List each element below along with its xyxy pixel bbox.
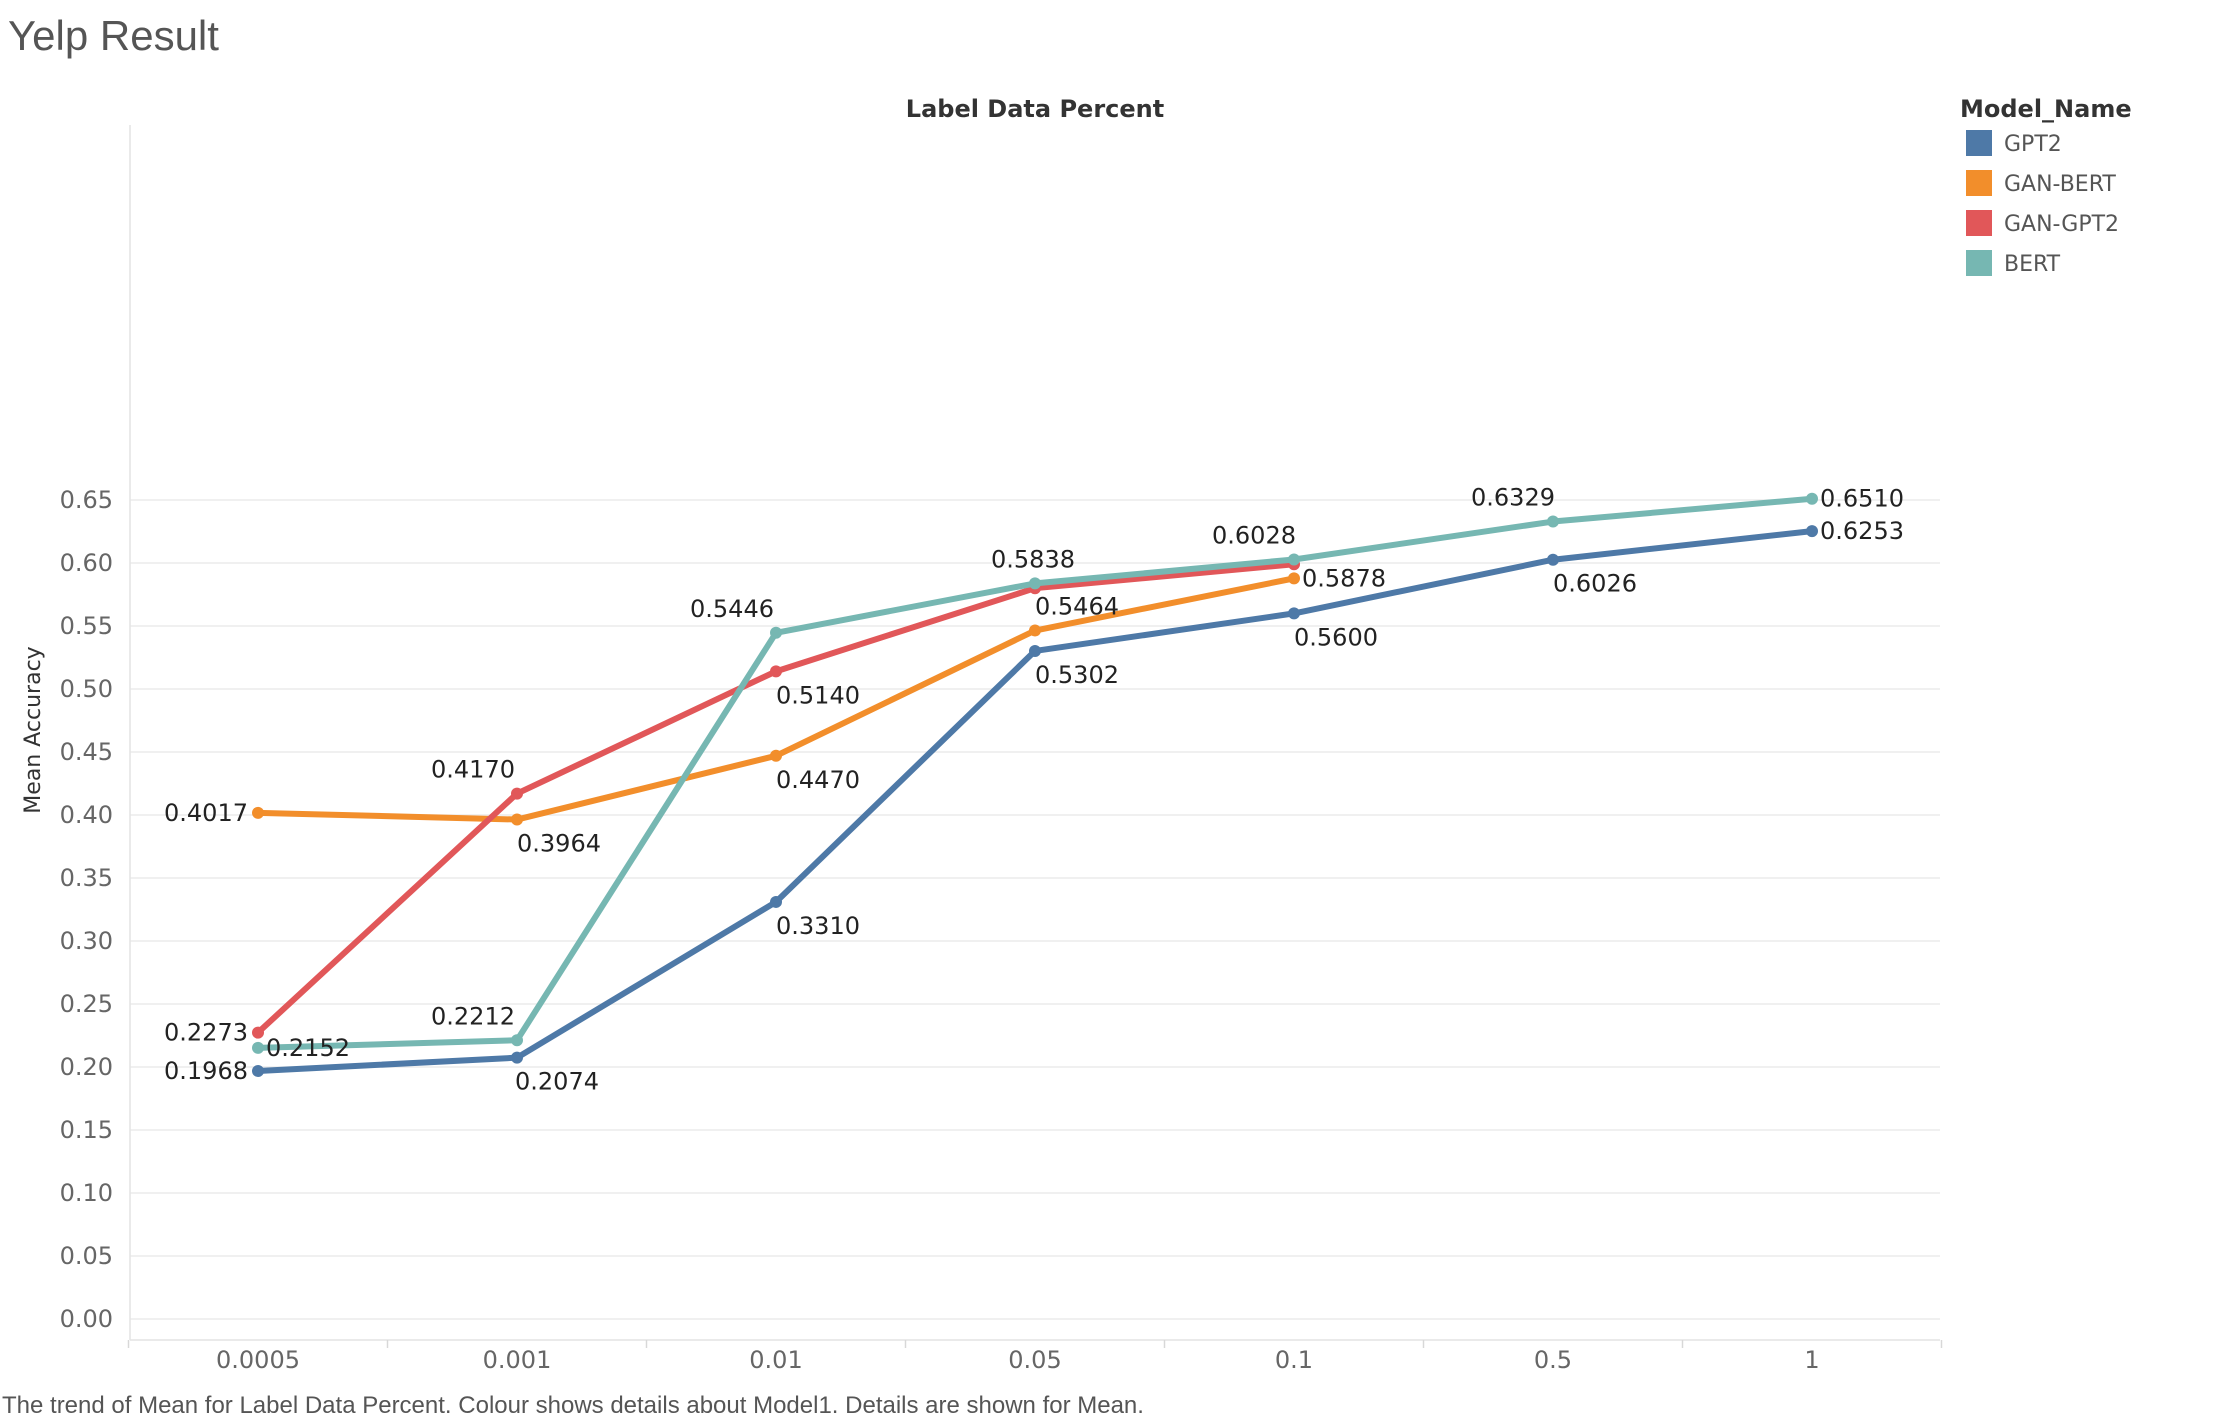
y-tick-label: 0.50	[60, 675, 113, 703]
data-label: 0.5600	[1294, 623, 1378, 651]
y-tick-label: 0.45	[60, 738, 113, 766]
legend-swatch[interactable]	[1966, 210, 1992, 236]
data-label: 0.6253	[1820, 517, 1904, 545]
data-point-gan-bert	[511, 813, 523, 826]
data-point-gpt2	[1029, 644, 1041, 657]
legend-swatch[interactable]	[1966, 250, 1992, 276]
data-point-gan-bert	[252, 806, 264, 819]
data-label: 0.5302	[1035, 661, 1119, 689]
legend-swatch[interactable]	[1966, 170, 1992, 196]
y-tick-label: 0.30	[60, 927, 113, 955]
data-point-gpt2	[511, 1051, 523, 1064]
data-point-bert	[1288, 553, 1300, 566]
data-label: 0.6329	[1471, 484, 1555, 512]
data-labels: 0.1968 0.2074 0.3310 0.5302 0.5600 0.6026 0.62…	[164, 484, 1904, 1096]
legend-item-label[interactable]: GAN-GPT2	[2004, 212, 2119, 237]
data-label: 0.5838	[991, 545, 1075, 573]
data-label: 0.5140	[776, 681, 860, 709]
data-point-bert	[511, 1034, 523, 1047]
legend-item-label[interactable]: GAN-BERT	[2004, 172, 2116, 197]
y-tick-label: 0.15	[60, 1116, 113, 1144]
data-point-gan-gpt2	[511, 787, 523, 800]
y-tick-label: 0.25	[60, 990, 113, 1018]
data-point-gan-gpt2	[770, 665, 782, 678]
data-label: 0.3964	[517, 830, 601, 858]
legend-title: Model_Name	[1960, 95, 2132, 123]
data-label: 0.6028	[1212, 521, 1296, 549]
y-tick-label: 0.40	[60, 801, 113, 829]
data-point-bert	[1029, 577, 1041, 590]
data-point-gan-bert	[1029, 624, 1041, 637]
data-label: 0.4470	[776, 766, 860, 794]
data-label: 0.4017	[164, 799, 248, 827]
data-label: 0.6026	[1553, 570, 1637, 598]
data-label: 0.5446	[690, 595, 774, 623]
data-point-gpt2	[1806, 525, 1818, 538]
y-tick-label: 0.20	[60, 1053, 113, 1081]
data-point-bert	[770, 626, 782, 639]
x-tick-label: 0.0005	[216, 1346, 300, 1374]
data-label: 0.3310	[776, 912, 860, 940]
data-point-gpt2	[1547, 553, 1559, 566]
page-title: Yelp Result	[8, 12, 219, 59]
legend: Model_Name GPT2 GAN-BERT GAN-GPT2 BERT	[1960, 95, 2132, 277]
chart-caption: The trend of Mean for Label Data Percent…	[2, 1392, 1144, 1419]
y-tick-label: 0.05	[60, 1242, 113, 1270]
y-tick-label: 0.35	[60, 864, 113, 892]
x-tick-label: 0.05	[1008, 1346, 1061, 1374]
y-tick-label: 0.60	[60, 549, 113, 577]
data-point-gpt2	[252, 1065, 264, 1078]
data-point-bert	[1547, 515, 1559, 528]
data-point-gan-bert	[770, 749, 782, 762]
x-tick-label: 0.001	[483, 1346, 552, 1374]
legend-item-label[interactable]: BERT	[2004, 252, 2061, 277]
data-point-bert	[252, 1041, 264, 1054]
y-tick-label: 0.10	[60, 1179, 113, 1207]
data-label: 0.2273	[164, 1019, 248, 1047]
y-tick-label: 0.65	[60, 486, 113, 514]
y-tick-label: 0.55	[60, 612, 113, 640]
data-label: 0.5878	[1302, 564, 1386, 592]
data-point-gpt2	[770, 895, 782, 908]
data-label: 0.4170	[431, 756, 515, 784]
data-label: 0.2152	[266, 1034, 350, 1062]
grid	[130, 499, 1940, 1320]
data-point-gan-bert	[1288, 572, 1300, 585]
data-label: 0.6510	[1820, 485, 1904, 513]
x-tick-label: 0.01	[749, 1346, 802, 1374]
y-tick-label: 0.00	[60, 1305, 113, 1333]
data-label: 0.1968	[164, 1057, 248, 1085]
data-point-bert	[1806, 492, 1818, 505]
data-label: 0.2212	[431, 1002, 515, 1030]
x-tick-label: 1	[1804, 1346, 1819, 1374]
legend-item-label[interactable]: GPT2	[2004, 132, 2062, 157]
legend-swatch[interactable]	[1966, 130, 1992, 156]
data-point-gpt2	[1288, 607, 1300, 620]
x-tick-label: 0.1	[1275, 1346, 1313, 1374]
data-point-gan-gpt2	[252, 1026, 264, 1039]
x-axis-title: Label Data Percent	[906, 95, 1164, 123]
x-tick-label: 0.5	[1534, 1346, 1572, 1374]
y-axis-title: Mean Accuracy	[21, 646, 46, 813]
data-label: 0.5464	[1035, 593, 1119, 621]
data-label: 0.2074	[515, 1068, 599, 1096]
series-group	[252, 492, 1818, 1078]
axes: 0.00 0.05 0.10 0.15 0.20 0.25 0.30 0.35 0.40 0.45…	[21, 95, 1943, 1374]
